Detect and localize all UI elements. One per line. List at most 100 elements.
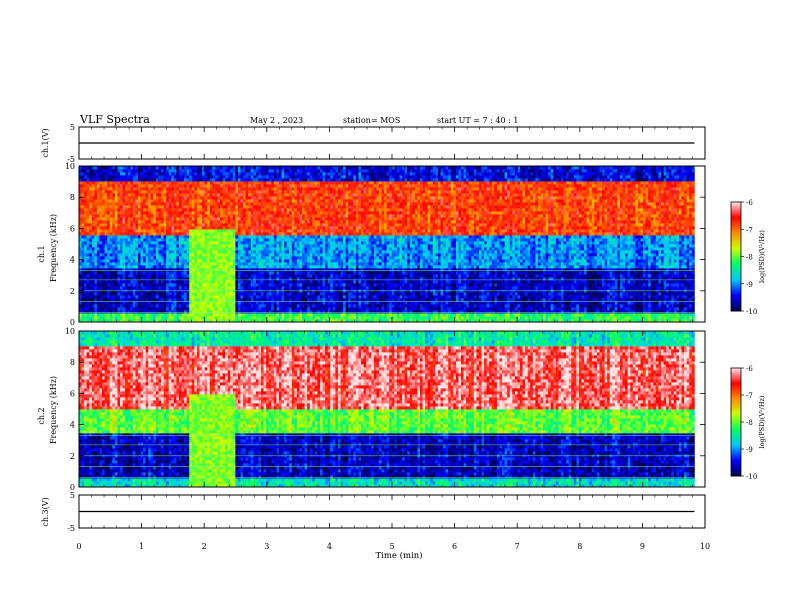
spectrogram-cell: [255, 319, 259, 323]
spectrogram-cell: [94, 310, 98, 314]
spectrogram-cell: [253, 229, 257, 233]
spectrogram-cell: [245, 247, 249, 251]
spectrogram-cell: [299, 199, 303, 203]
spectrogram-cell: [112, 304, 116, 308]
spectrogram-cell: [199, 175, 203, 179]
spectrogram-cell: [250, 208, 254, 212]
spectrogram-cell: [114, 202, 118, 206]
spectrogram-cell: [289, 190, 293, 194]
spectrogram-cell: [127, 301, 131, 305]
spectrogram-cell: [155, 250, 159, 254]
spectrogram-cell: [179, 217, 182, 221]
spectrogram-cell: [89, 280, 93, 284]
spectrogram-cell: [266, 244, 270, 248]
spectrogram-cell: [209, 274, 213, 278]
spectrogram-cell: [117, 298, 121, 302]
spectrogram-cell: [230, 190, 234, 194]
spectrogram-cell: [184, 169, 188, 173]
spectrogram-cell: [302, 199, 306, 203]
spectrogram-cell: [96, 190, 100, 194]
spectrogram-cell: [150, 190, 154, 194]
spectrogram-cell: [199, 187, 203, 191]
spectrogram-cell: [179, 298, 182, 302]
spectrogram-cell: [120, 181, 123, 185]
spectrogram-cell: [189, 193, 193, 197]
spectrogram-cell: [186, 205, 190, 209]
spectrogram-cell: [109, 196, 113, 200]
spectrogram-cell: [196, 307, 200, 311]
spectrogram-cell: [114, 208, 118, 212]
spectrogram-cell: [130, 298, 134, 302]
spectrogram-cell: [217, 253, 221, 257]
spectrogram-cell: [220, 256, 223, 260]
spectrogram-cell: [89, 190, 93, 194]
spectrogram-cell: [286, 187, 290, 191]
spectrogram-cell: [204, 271, 208, 275]
spectrogram-cell: [230, 298, 234, 302]
spectrogram-cell: [125, 247, 129, 251]
spectrogram-cell: [168, 310, 172, 314]
spectrogram-cell: [81, 310, 85, 314]
spectrogram-cell: [114, 238, 118, 242]
spectrogram-cell: [189, 205, 193, 209]
spectrogram-cell: [268, 244, 272, 248]
spectrogram-cell: [150, 229, 154, 233]
spectrogram-cell: [91, 259, 95, 263]
spectrogram-cell: [140, 220, 144, 224]
spectrogram-cell: [135, 220, 139, 224]
spectrogram-cell: [202, 268, 206, 272]
spectrogram-cell: [309, 250, 313, 254]
spectrogram-cell: [263, 235, 267, 239]
spectrogram-cell: [135, 280, 139, 284]
spectrogram-cell: [181, 190, 185, 194]
spectrogram-cell: [317, 202, 321, 206]
spectrogram-cell: [153, 190, 157, 194]
spectrogram-cell: [94, 277, 98, 281]
spectrogram-cell: [258, 319, 262, 323]
spectrogram-cell: [212, 295, 216, 299]
spectrogram-cell: [104, 217, 108, 221]
spectrogram-cell: [309, 268, 313, 272]
spectrogram-cell: [278, 184, 282, 188]
spectrogram-cell: [278, 283, 282, 287]
spectrogram-cell: [212, 265, 216, 269]
spectrogram-cell: [286, 214, 290, 218]
spectrogram-cell: [189, 208, 193, 212]
spectrogram-cell: [276, 262, 280, 266]
spectrogram-cell: [127, 286, 131, 290]
spectrogram-cell: [202, 220, 206, 224]
spectrogram-cell: [158, 286, 162, 290]
spectrogram-cell: [278, 169, 282, 173]
spectrogram-cell: [209, 214, 213, 218]
spectrogram-cell: [237, 220, 241, 224]
spectrogram-cell: [302, 181, 306, 185]
spectrogram-cell: [314, 166, 318, 170]
spectrogram-cell: [102, 205, 106, 209]
spectrogram-cell: [266, 169, 270, 173]
spectrogram-cell: [161, 244, 165, 248]
spectrogram-cell: [307, 229, 311, 233]
spectrogram-cell: [132, 187, 136, 191]
spectrogram-cell: [248, 184, 252, 188]
spectrogram-cell: [112, 319, 116, 323]
spectrogram-cell: [176, 256, 180, 260]
spectrogram-cell: [296, 217, 300, 221]
spectrogram-cell: [248, 247, 252, 251]
spectrogram-cell: [232, 283, 236, 287]
spectrogram-cell: [122, 241, 126, 245]
spectrogram-cell: [317, 241, 321, 245]
spectrogram-cell: [140, 295, 144, 299]
spectrogram-cell: [227, 316, 231, 320]
spectrogram-cell: [312, 253, 316, 257]
spectrogram-cell: [158, 214, 162, 218]
spectrogram-cell: [245, 181, 249, 185]
spectrogram-cell: [171, 307, 175, 311]
spectrogram-cell: [107, 190, 111, 194]
spectrogram-cell: [302, 217, 306, 221]
spectrogram-cell: [212, 166, 216, 170]
spectrogram-cell: [181, 319, 185, 323]
spectrogram-cell: [307, 286, 311, 290]
spectrogram-cell: [286, 292, 290, 296]
spectrogram-cell: [168, 271, 172, 275]
spectrogram-cell: [104, 208, 108, 212]
